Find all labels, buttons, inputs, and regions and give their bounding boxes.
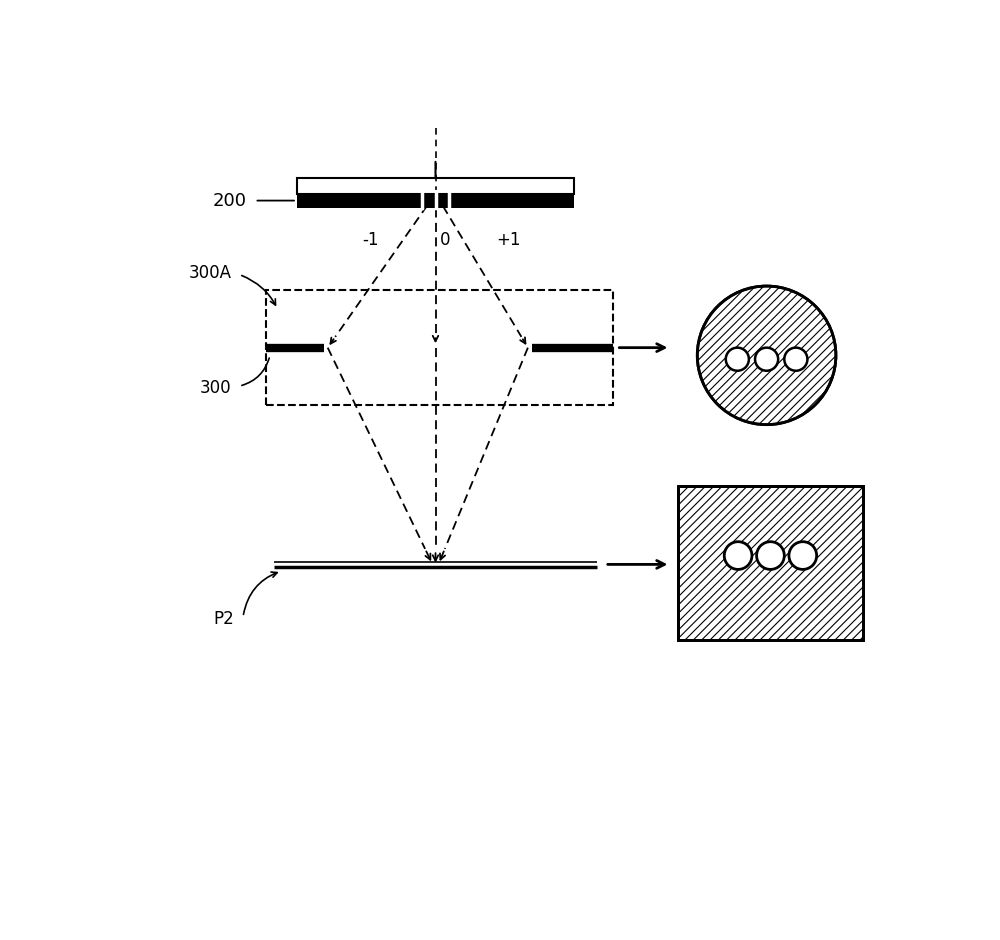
Circle shape xyxy=(784,348,807,370)
Circle shape xyxy=(755,348,778,370)
Text: 0: 0 xyxy=(439,231,450,249)
Text: P2: P2 xyxy=(213,610,234,628)
Text: -1: -1 xyxy=(362,231,378,249)
Text: +1: +1 xyxy=(496,231,521,249)
Bar xyxy=(678,486,863,640)
Bar xyxy=(266,290,613,405)
Text: 300: 300 xyxy=(200,379,231,397)
Circle shape xyxy=(789,541,817,570)
Bar xyxy=(297,194,574,208)
Circle shape xyxy=(724,541,752,570)
Text: 300A: 300A xyxy=(188,264,231,282)
Circle shape xyxy=(726,348,749,370)
Text: 200: 200 xyxy=(213,192,247,210)
Circle shape xyxy=(757,541,784,570)
Bar xyxy=(678,486,863,640)
Bar xyxy=(297,179,574,194)
